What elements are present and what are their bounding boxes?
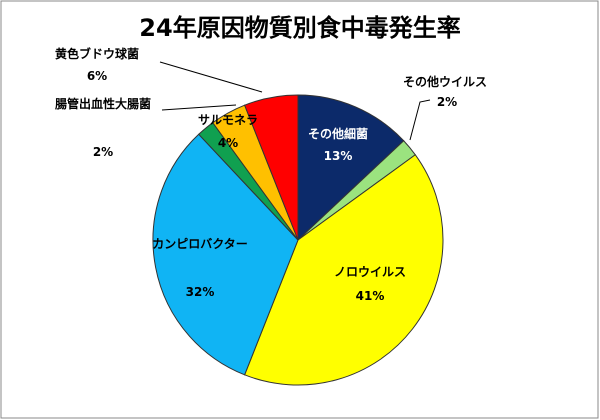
slice-label: 腸管出血性大腸菌 [54, 97, 151, 111]
slice-label: その他ウイルス [402, 75, 487, 89]
value-label: 41% [355, 289, 385, 303]
value-label: 6% [86, 69, 108, 83]
slice-label: サルモネラ [197, 113, 258, 127]
value-label: 32% [185, 285, 215, 299]
pie-slice [243, 154, 444, 386]
leader-line [159, 61, 263, 93]
slice-label: ノロウイルス [333, 265, 406, 279]
leader-line [409, 99, 431, 141]
pie-slice [243, 94, 299, 241]
value-label: 2% [92, 145, 114, 159]
slice-label: その他細菌 [307, 127, 368, 141]
slice-label: 黄色ブドウ球菌 [54, 47, 139, 61]
value-label: 13% [323, 149, 353, 163]
value-label: 4% [217, 136, 239, 150]
leader-line [161, 104, 237, 111]
value-label: 2% [436, 95, 458, 109]
slice-label: カンピロバクター [152, 237, 248, 251]
pie-slice [297, 94, 405, 242]
chart-title: 24年原因物質別食中毒発生率 [139, 14, 461, 42]
pie-slice [152, 133, 299, 376]
